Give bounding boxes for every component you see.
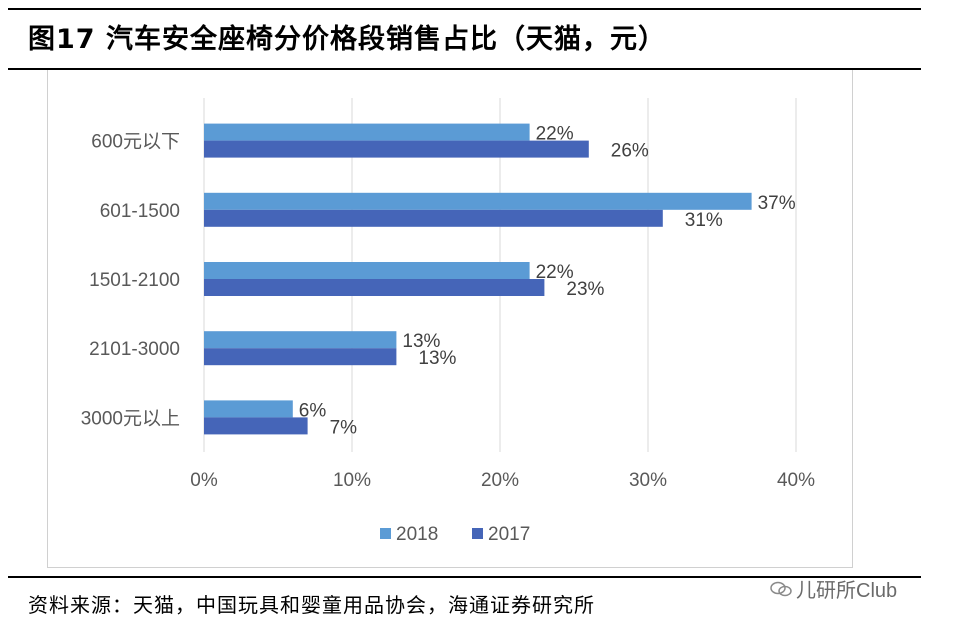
data-label-2017: 31% (685, 210, 723, 231)
legend-swatch-2018 (380, 528, 391, 539)
bar-2018 (204, 331, 397, 349)
data-label-2017: 7% (330, 417, 358, 438)
top-rule (8, 8, 921, 10)
legend-label-2018: 2018 (396, 524, 438, 545)
bar-2018 (204, 192, 752, 210)
category-label: 2101-3000 (89, 339, 180, 360)
data-label-2018: 13% (402, 331, 440, 352)
x-tick-label: 20% (481, 470, 519, 491)
bar-2017 (204, 348, 397, 366)
data-label-2017: 26% (611, 141, 649, 162)
watermark-text: 儿研所Club (796, 580, 898, 602)
bar-2017 (204, 279, 545, 296)
source-note: 资料来源：天猫，中国玩具和婴童用品协会，海通证券研究所 (28, 593, 595, 617)
category-label: 601-1500 (100, 201, 180, 222)
bar-2018 (204, 123, 530, 141)
category-label: 1501-2100 (89, 270, 180, 291)
legend-label-2017: 2017 (488, 524, 530, 545)
wechat-icon (770, 576, 792, 606)
data-label-2018: 6% (299, 400, 327, 421)
bar-2017 (204, 209, 663, 227)
bar-2018 (204, 262, 530, 279)
category-label: 3000元以上 (81, 407, 180, 429)
x-tick-label: 40% (777, 470, 815, 491)
data-label-2018: 37% (758, 193, 796, 214)
data-label-2017: 13% (418, 348, 456, 369)
figure-title: 图17 汽车安全座椅分价格段销售占比（天猫，元） (28, 24, 666, 55)
bar-2017 (204, 417, 308, 435)
title-rule (8, 68, 921, 70)
x-tick-label: 30% (629, 470, 667, 491)
data-label-2017: 23% (566, 279, 604, 300)
chart-frame: 0% 10% 20% 30% 40% 600元以下 22% 26% 601-1500 37% 31%… (47, 70, 853, 568)
bar-2018 (204, 400, 293, 418)
data-label-2018: 22% (536, 124, 574, 145)
bottom-rule (8, 576, 921, 578)
bar-chart: 0% 10% 20% 30% 40% 600元以下 22% 26% 601-1500 37% 31%… (81, 98, 815, 545)
legend-swatch-2017 (472, 528, 483, 539)
watermark: 儿研所Club (770, 576, 897, 606)
bar-2017 (204, 140, 589, 158)
data-label-2018: 22% (536, 262, 574, 283)
category-label: 600元以下 (91, 132, 180, 153)
x-tick-label: 10% (333, 470, 371, 491)
x-tick-label: 0% (190, 470, 218, 491)
